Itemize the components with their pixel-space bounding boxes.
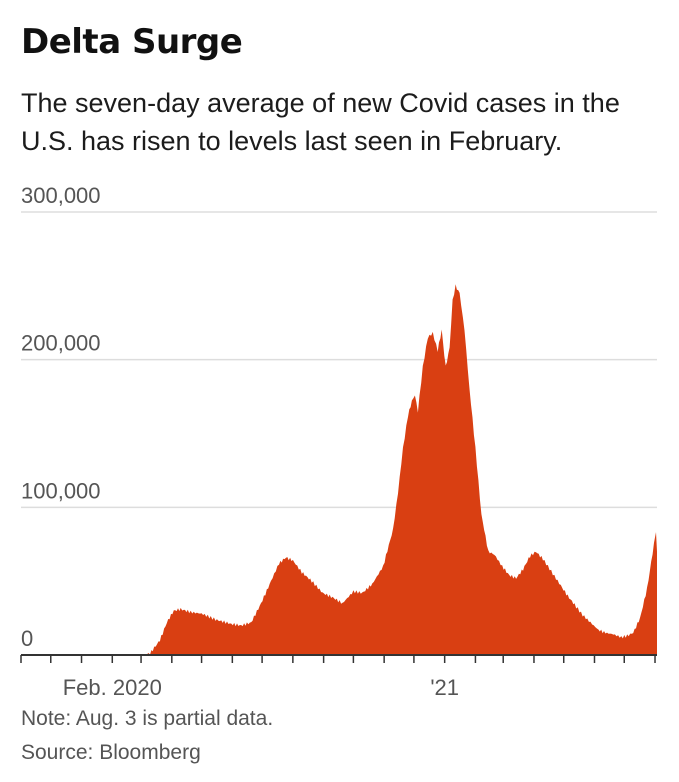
chart-title: Delta Surge — [21, 22, 243, 62]
chart-subtitle: The seven-day average of new Covid cases… — [21, 88, 620, 156]
y-tick-label: 0 — [21, 626, 33, 651]
cases-area — [21, 284, 657, 655]
grid-lines — [21, 211, 657, 509]
area-series — [21, 284, 657, 655]
source-text: Source: Bloomberg — [21, 741, 201, 764]
x-tick-label: '21 — [430, 675, 459, 700]
y-tick-label: 200,000 — [21, 331, 101, 356]
area-chart: 0 100,000 200,000 300,000 Feb. 2020 '21 — [20, 183, 657, 700]
x-tick-label: Feb. 2020 — [63, 675, 162, 700]
note-text: Note: Aug. 3 is partial data. — [21, 707, 274, 730]
y-tick-label: 300,000 — [21, 183, 101, 208]
y-tick-label: 100,000 — [21, 478, 101, 503]
x-axis — [20, 654, 657, 663]
tick-labels: 0 100,000 200,000 300,000 Feb. 2020 '21 — [21, 183, 459, 700]
